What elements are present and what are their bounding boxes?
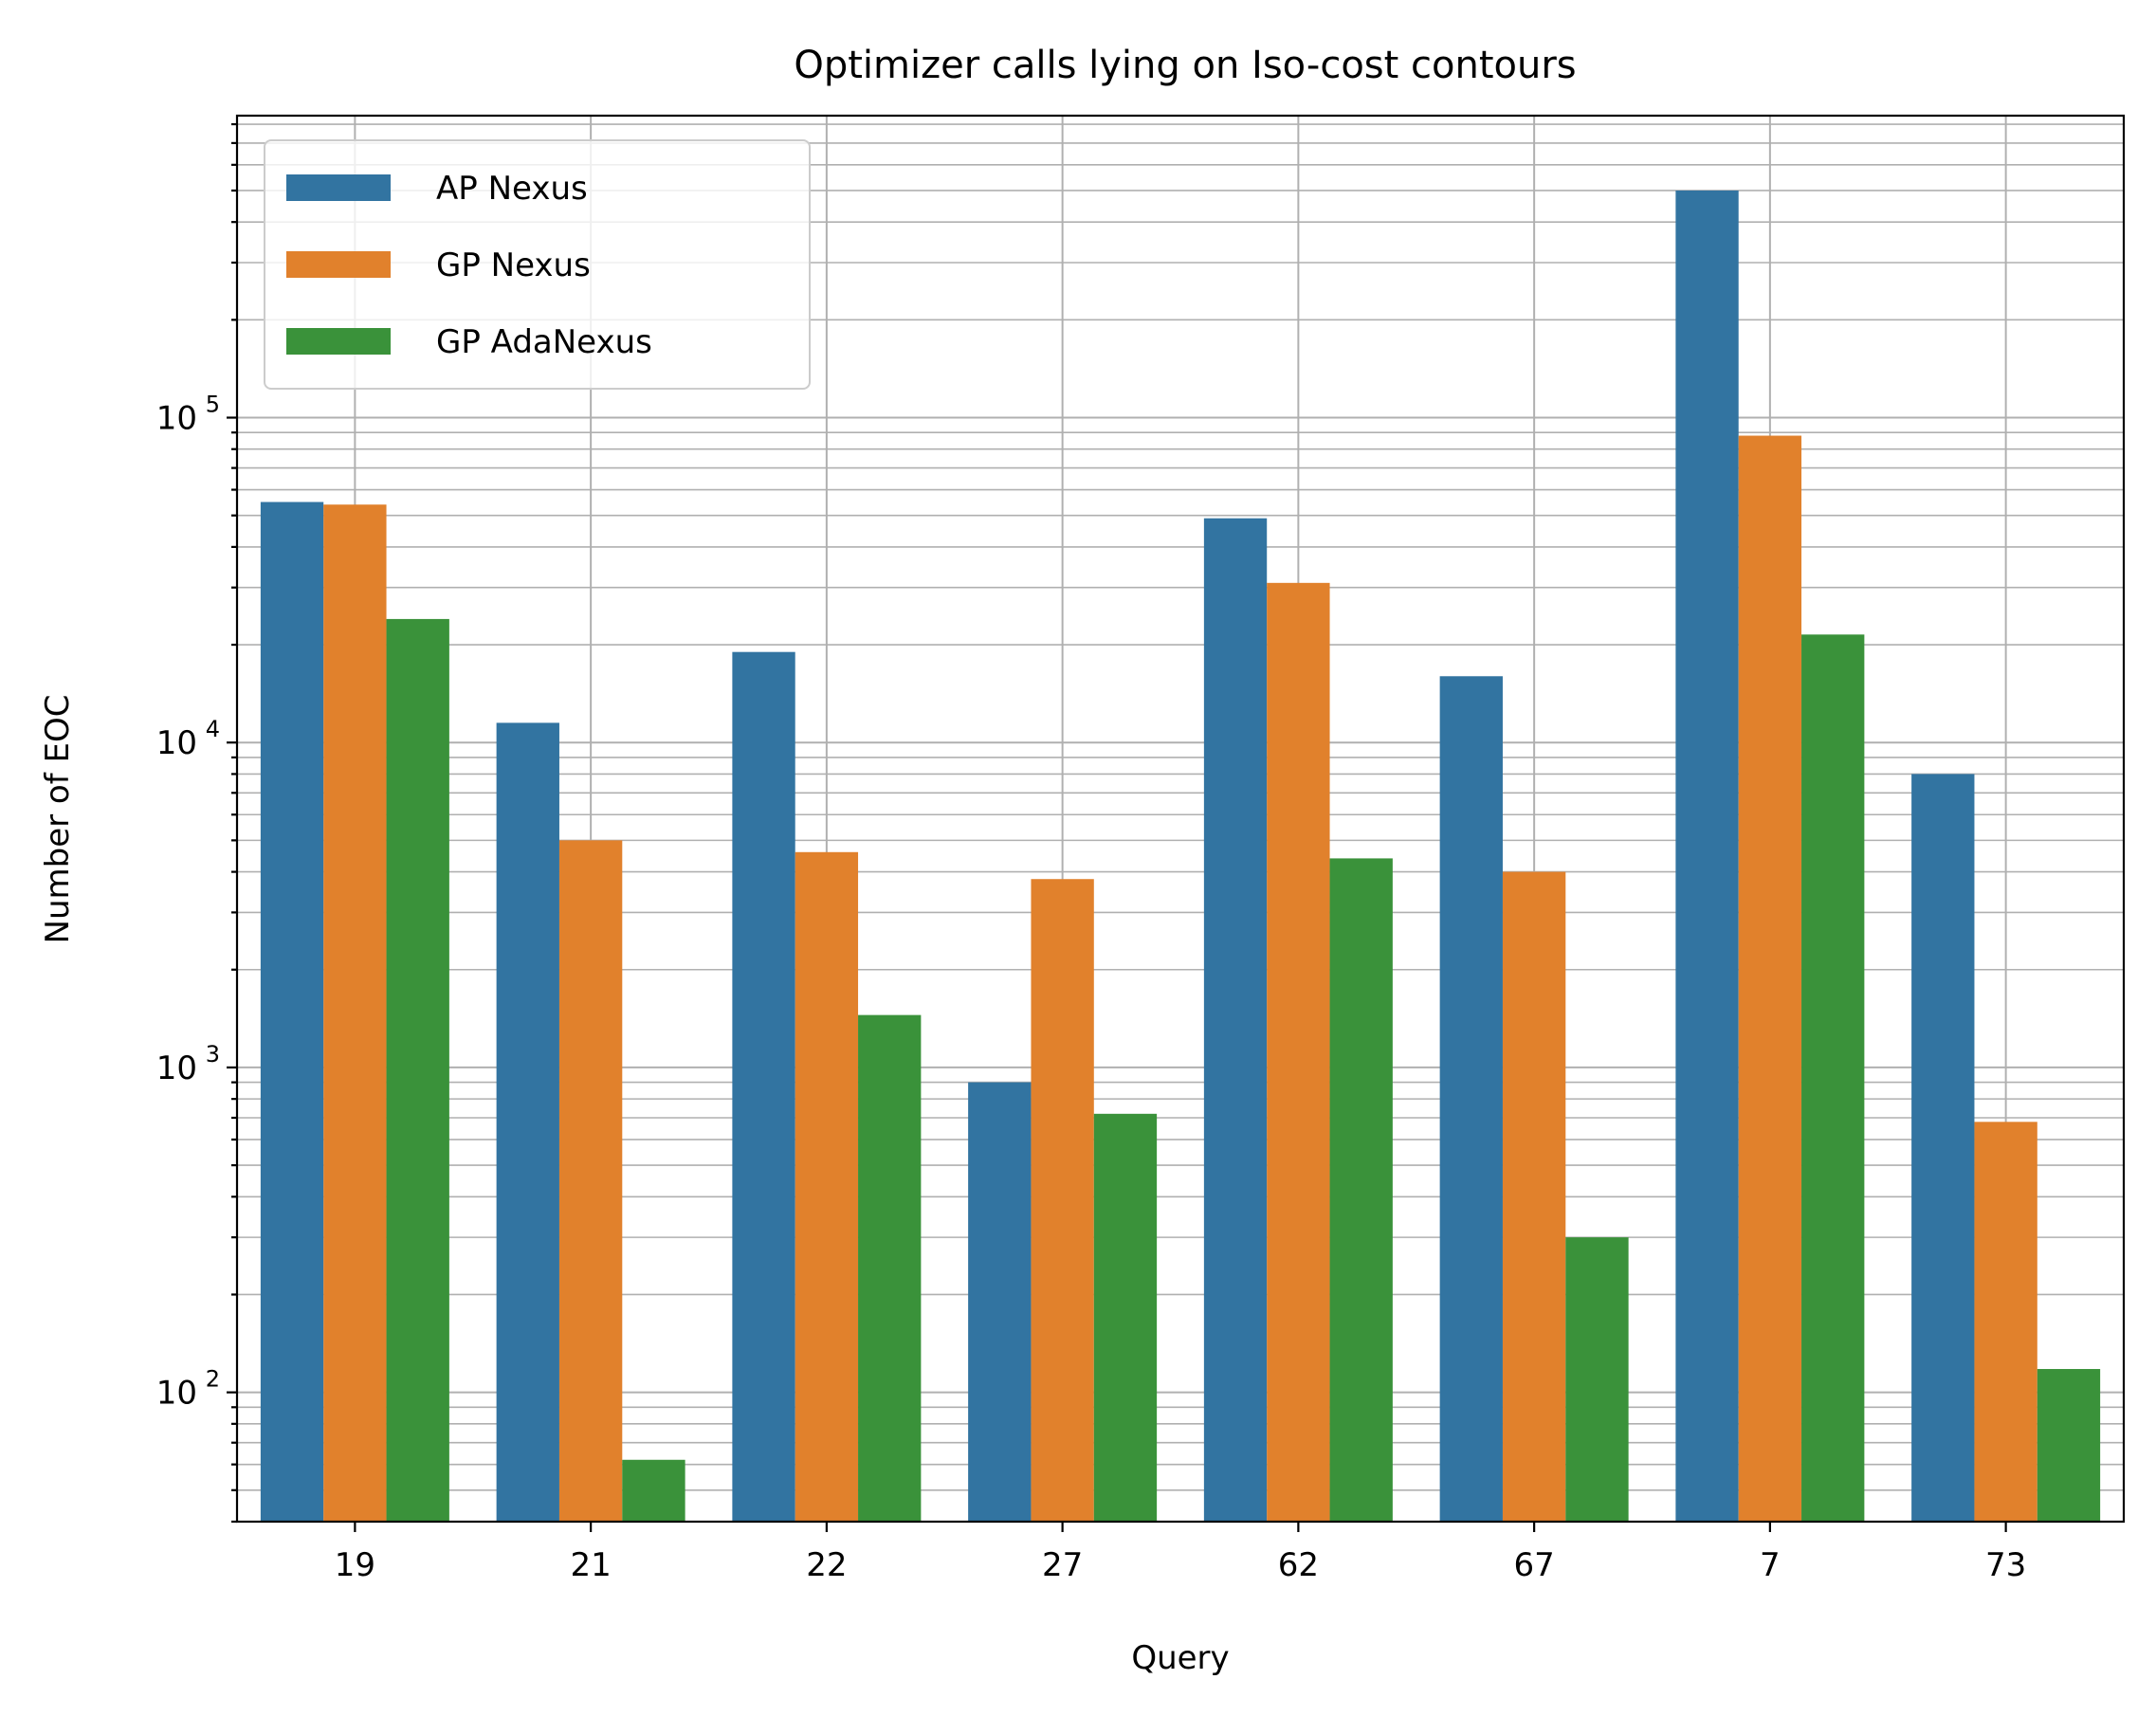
legend: AP Nexus GP Nexus GP AdaNexus	[264, 139, 811, 390]
plot-frame	[235, 114, 2126, 1524]
bars	[260, 190, 2101, 1523]
x-tick-label: 19	[335, 1546, 375, 1584]
bar	[622, 1459, 685, 1522]
x-tick-label: 22	[806, 1546, 847, 1584]
bar	[1738, 435, 1802, 1522]
y-tick-exponent: 5	[206, 392, 220, 418]
x-tick-label: 27	[1042, 1546, 1083, 1584]
x-axis-label: Query	[1131, 1639, 1229, 1677]
x-tick-label: 7	[1760, 1546, 1781, 1584]
bar	[323, 504, 387, 1523]
y-tick-label: 10	[156, 400, 197, 438]
y-tick-label: 10	[156, 724, 197, 762]
bar	[496, 722, 559, 1522]
bar	[558, 840, 623, 1522]
x-tick-label: 73	[1985, 1546, 2026, 1584]
x-tick-label: 21	[570, 1546, 611, 1584]
x-tick-label: 62	[1278, 1546, 1319, 1584]
legend-label: GP Nexus	[436, 246, 591, 284]
axis-ticks: 19 21 22 27 62 67 7 73 10 2 10 3 10 4 10 5	[156, 122, 2026, 1584]
bar	[1439, 676, 1503, 1522]
bar	[386, 618, 449, 1522]
bar	[968, 1082, 1032, 1522]
bar	[1267, 582, 1330, 1522]
bar	[1565, 1237, 1629, 1522]
bar	[1801, 634, 1865, 1522]
bar	[1329, 858, 1393, 1522]
legend-swatch	[286, 328, 391, 355]
bar	[1502, 871, 1566, 1522]
bar	[1911, 774, 1975, 1522]
bar	[260, 502, 324, 1523]
legend-swatch	[286, 174, 391, 201]
y-tick-label: 10	[156, 1050, 197, 1087]
bar	[1675, 190, 1739, 1523]
legend-swatch	[286, 251, 391, 278]
legend-label: GP AdaNexus	[436, 323, 652, 361]
y-tick-exponent: 2	[206, 1366, 220, 1393]
chart-title: Optimizer calls lying on Iso-cost contou…	[794, 44, 1576, 87]
bar	[858, 1014, 922, 1522]
y-axis-label: Number of EOC	[39, 695, 77, 944]
bar	[1203, 518, 1268, 1522]
bar	[1093, 1113, 1158, 1522]
y-tick-label: 10	[156, 1375, 197, 1413]
bar	[1031, 879, 1094, 1522]
bar	[795, 851, 859, 1522]
bar	[732, 651, 795, 1522]
bar	[2037, 1368, 2101, 1522]
x-tick-label: 67	[1513, 1546, 1554, 1584]
y-tick-exponent: 3	[206, 1041, 220, 1068]
legend-box	[264, 139, 811, 390]
bar	[1974, 1122, 2037, 1522]
legend-label: AP Nexus	[436, 170, 588, 208]
y-tick-exponent: 4	[206, 716, 220, 742]
